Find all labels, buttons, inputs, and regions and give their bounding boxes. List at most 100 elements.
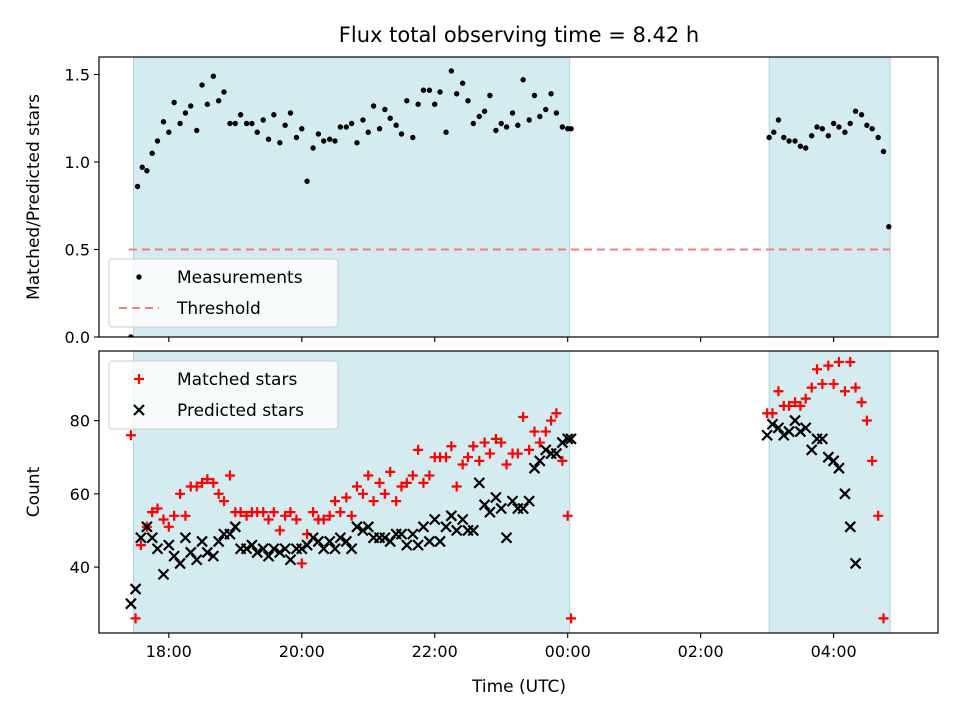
measurement-point — [886, 224, 892, 230]
legend-marker-measurements — [136, 274, 142, 280]
measurement-point — [537, 113, 543, 120]
matched-point — [484, 448, 495, 459]
predicted-point — [295, 542, 308, 555]
predicted-point — [849, 557, 862, 570]
measurement-point — [128, 334, 134, 337]
matched-point — [263, 514, 274, 525]
matched-point — [767, 408, 778, 419]
predicted-point — [445, 510, 458, 522]
matched-point — [474, 455, 485, 466]
measurement-point — [842, 129, 848, 135]
measurement-point — [171, 99, 177, 106]
x-tick-label: 02:00 — [678, 642, 724, 661]
predicted-point — [816, 433, 829, 445]
observing-window-2 — [768, 57, 891, 337]
measurement-point — [509, 110, 516, 116]
measurement-point — [448, 68, 455, 74]
matched-point — [241, 510, 252, 521]
x-tick-label: 22:00 — [412, 642, 458, 661]
measurement-point — [370, 103, 377, 109]
predicted-point — [556, 436, 569, 449]
legend-marker-predicted — [133, 404, 145, 416]
y-tick-label: 0.0 — [65, 328, 90, 347]
y-tick-label: 0.5 — [65, 241, 90, 260]
predicted-point — [135, 532, 147, 544]
measurement-point — [232, 120, 238, 127]
legend-label: Predicted stars — [177, 401, 304, 421]
matched-point — [351, 481, 362, 492]
measurement-point — [398, 131, 405, 137]
matched-point — [861, 415, 872, 426]
matched-point — [773, 386, 784, 397]
predicted-point — [827, 455, 840, 467]
x-tick-label: 20:00 — [279, 642, 325, 661]
predicted-point — [212, 535, 225, 548]
measurement-point — [503, 124, 510, 130]
matched-point — [197, 477, 208, 488]
predicted-point — [434, 535, 446, 548]
predicted-point — [528, 462, 541, 474]
measurement-point — [210, 73, 217, 79]
predicted-point — [777, 429, 790, 442]
predicted-point — [506, 495, 519, 507]
predicted-point — [395, 528, 408, 540]
matched-point — [479, 437, 490, 448]
matched-point — [191, 481, 202, 492]
measurement-point — [282, 122, 288, 128]
predicted-point — [284, 553, 297, 566]
matched-point — [202, 474, 213, 485]
predicted-point — [412, 539, 424, 551]
matched-point — [873, 510, 884, 521]
predicted-point — [351, 521, 363, 533]
legend-box — [108, 360, 339, 430]
predicted-point — [440, 521, 452, 533]
matched-point — [330, 496, 341, 507]
measurement-point — [476, 113, 482, 120]
matched-point — [218, 496, 229, 507]
legend: Measurements Threshold — [108, 258, 339, 328]
matched-point — [401, 477, 412, 488]
matched-point — [812, 364, 823, 375]
measurement-point — [227, 120, 233, 127]
matched-point — [258, 507, 269, 518]
matched-point — [407, 470, 418, 481]
matched-point — [235, 507, 246, 518]
matched-point — [566, 613, 577, 624]
predicted-point — [262, 550, 275, 562]
measurement-point — [836, 124, 842, 130]
measurement-point — [199, 82, 205, 88]
matched-point — [274, 525, 285, 536]
measurement-point — [310, 145, 316, 151]
measurement-point — [293, 134, 300, 141]
predicted-point — [323, 535, 336, 548]
predicted-point — [345, 542, 358, 555]
matched-point — [490, 433, 501, 444]
x-axis-label: Time (UTC) — [471, 677, 566, 697]
predicted-point — [423, 535, 436, 548]
predicted-point — [565, 433, 577, 445]
measurement-point — [337, 124, 344, 130]
measurement-point — [404, 98, 410, 104]
measurement-point — [387, 115, 393, 121]
predicted-point — [163, 539, 175, 551]
y-tick-label: 1.0 — [65, 153, 90, 172]
predicted-point — [473, 477, 486, 489]
matched-point — [224, 470, 235, 481]
predicted-point — [174, 557, 186, 570]
y-tick-label: 40 — [70, 558, 90, 577]
matched-point — [341, 492, 352, 503]
legend-label: Threshold — [176, 299, 261, 319]
measurement-point — [144, 168, 150, 174]
matched-point — [562, 510, 573, 521]
predicted-point — [794, 425, 807, 438]
predicted-point — [789, 414, 801, 427]
matched-point — [551, 408, 562, 419]
matched-point — [175, 488, 186, 499]
predicted-point — [799, 422, 812, 434]
predicted-point — [312, 535, 325, 548]
measurement-point — [819, 126, 826, 132]
predicted-point — [251, 546, 264, 559]
measurement-point — [177, 120, 183, 127]
measurement-point — [814, 124, 820, 130]
predicted-point — [279, 542, 291, 555]
